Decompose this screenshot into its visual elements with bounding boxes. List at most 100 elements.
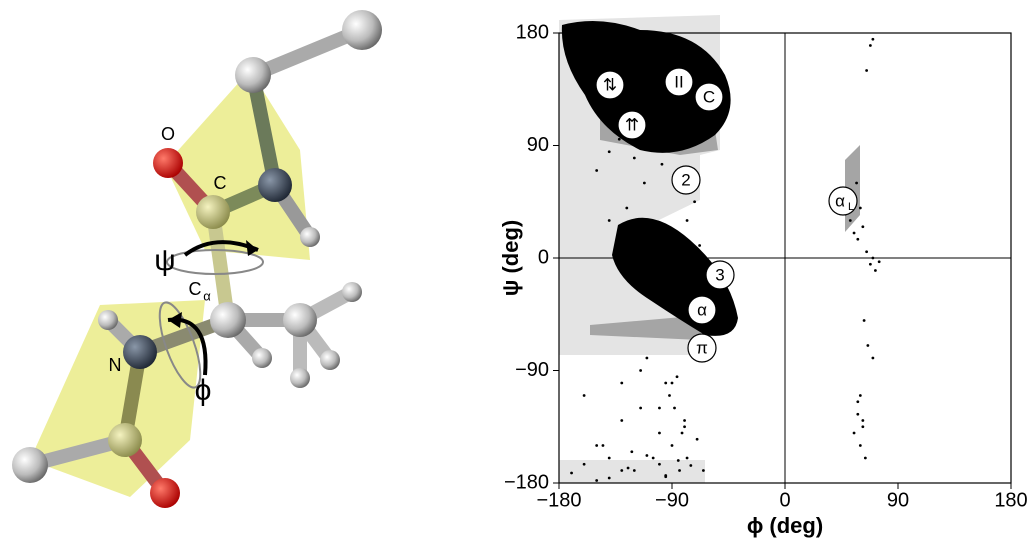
data-point — [664, 382, 667, 385]
data-point — [859, 394, 862, 397]
data-point — [861, 425, 864, 428]
data-point — [648, 244, 651, 247]
data-point — [595, 169, 598, 172]
data-point — [859, 444, 862, 447]
data-point — [645, 454, 648, 457]
data-point — [681, 263, 684, 266]
data-point — [871, 357, 874, 360]
data-point — [859, 207, 862, 210]
x-tick-label: 180 — [994, 489, 1027, 511]
x-tick-label: −90 — [655, 489, 689, 511]
data-point — [658, 432, 661, 435]
data-point — [681, 432, 684, 435]
page: O C C α N ψ ϕ −180−90090180−180−90090180… — [0, 0, 1035, 552]
region-label: 3 — [715, 265, 724, 284]
data-point — [673, 407, 676, 410]
y-tick-label: −180 — [504, 471, 549, 493]
data-point — [658, 407, 661, 410]
data-point — [633, 157, 636, 160]
region-label: α — [697, 300, 707, 319]
data-point — [620, 382, 623, 385]
data-point — [620, 419, 623, 422]
data-point — [693, 200, 696, 203]
data-point — [673, 238, 676, 241]
data-point — [683, 419, 686, 422]
y-tick-label: −90 — [515, 359, 549, 381]
data-point — [866, 344, 869, 347]
data-point — [671, 382, 674, 385]
data-point — [864, 457, 867, 460]
data-point — [570, 472, 573, 475]
region-label: ⇅ — [603, 75, 617, 94]
data-point — [878, 260, 881, 263]
data-point — [595, 444, 598, 447]
data-point — [856, 400, 859, 403]
data-point — [698, 244, 701, 247]
data-point — [664, 474, 667, 477]
data-point — [671, 144, 674, 147]
region-label: 2 — [681, 170, 690, 189]
data-point — [861, 419, 864, 422]
y-tick-label: 0 — [538, 246, 549, 268]
figure: O C C α N ψ ϕ −180−90090180−180−90090180… — [0, 0, 1035, 547]
atom-label: N — [109, 355, 122, 375]
data-point — [855, 182, 858, 185]
data-point — [865, 69, 868, 72]
torsion-label: ψ — [154, 244, 175, 277]
atom-subscript: α — [203, 288, 211, 303]
data-point — [683, 425, 686, 428]
data-point — [849, 219, 852, 222]
atom-label: O — [161, 124, 175, 144]
data-point — [630, 450, 633, 453]
data-point — [608, 150, 611, 153]
torsion-label: ϕ — [195, 374, 212, 407]
data-point — [658, 463, 661, 466]
data-point — [627, 467, 630, 470]
data-point — [686, 457, 689, 460]
data-point — [863, 319, 866, 322]
data-point — [869, 263, 872, 266]
region-label: ⇈ — [625, 115, 639, 134]
data-point — [865, 250, 868, 253]
data-point — [645, 357, 648, 360]
data-point — [625, 207, 628, 210]
data-point — [608, 457, 611, 460]
region-label: π — [696, 338, 708, 357]
data-point — [608, 219, 611, 222]
data-point — [633, 469, 636, 472]
data-point — [643, 182, 646, 185]
x-axis-label: ϕ (deg) — [747, 513, 823, 538]
region-label: α — [835, 191, 845, 210]
data-point — [702, 469, 705, 472]
data-point — [653, 132, 656, 135]
y-tick-label: 180 — [516, 21, 549, 43]
data-point — [668, 394, 671, 397]
data-point — [856, 238, 859, 241]
data-point — [671, 444, 674, 447]
molecule: O C C α N ψ ϕ — [12, 10, 382, 508]
data-point — [861, 225, 864, 228]
data-point — [678, 469, 681, 472]
x-tick-label: 90 — [887, 489, 909, 511]
data-point — [853, 232, 856, 235]
data-point — [683, 132, 686, 135]
data-point — [869, 44, 872, 47]
x-tick-label: 0 — [779, 489, 790, 511]
data-point — [676, 375, 679, 378]
data-point — [608, 477, 611, 480]
data-point — [620, 469, 623, 472]
data-point — [686, 219, 689, 222]
data-point — [635, 232, 638, 235]
data-point — [661, 163, 664, 166]
data-point — [856, 413, 859, 416]
data-point — [652, 457, 655, 460]
data-point — [708, 332, 711, 335]
data-point — [583, 394, 586, 397]
data-point — [595, 479, 598, 482]
data-point — [639, 369, 642, 372]
data-point — [696, 282, 699, 285]
atom-label: C — [214, 173, 227, 193]
data-point — [677, 459, 680, 462]
data-point — [602, 444, 605, 447]
